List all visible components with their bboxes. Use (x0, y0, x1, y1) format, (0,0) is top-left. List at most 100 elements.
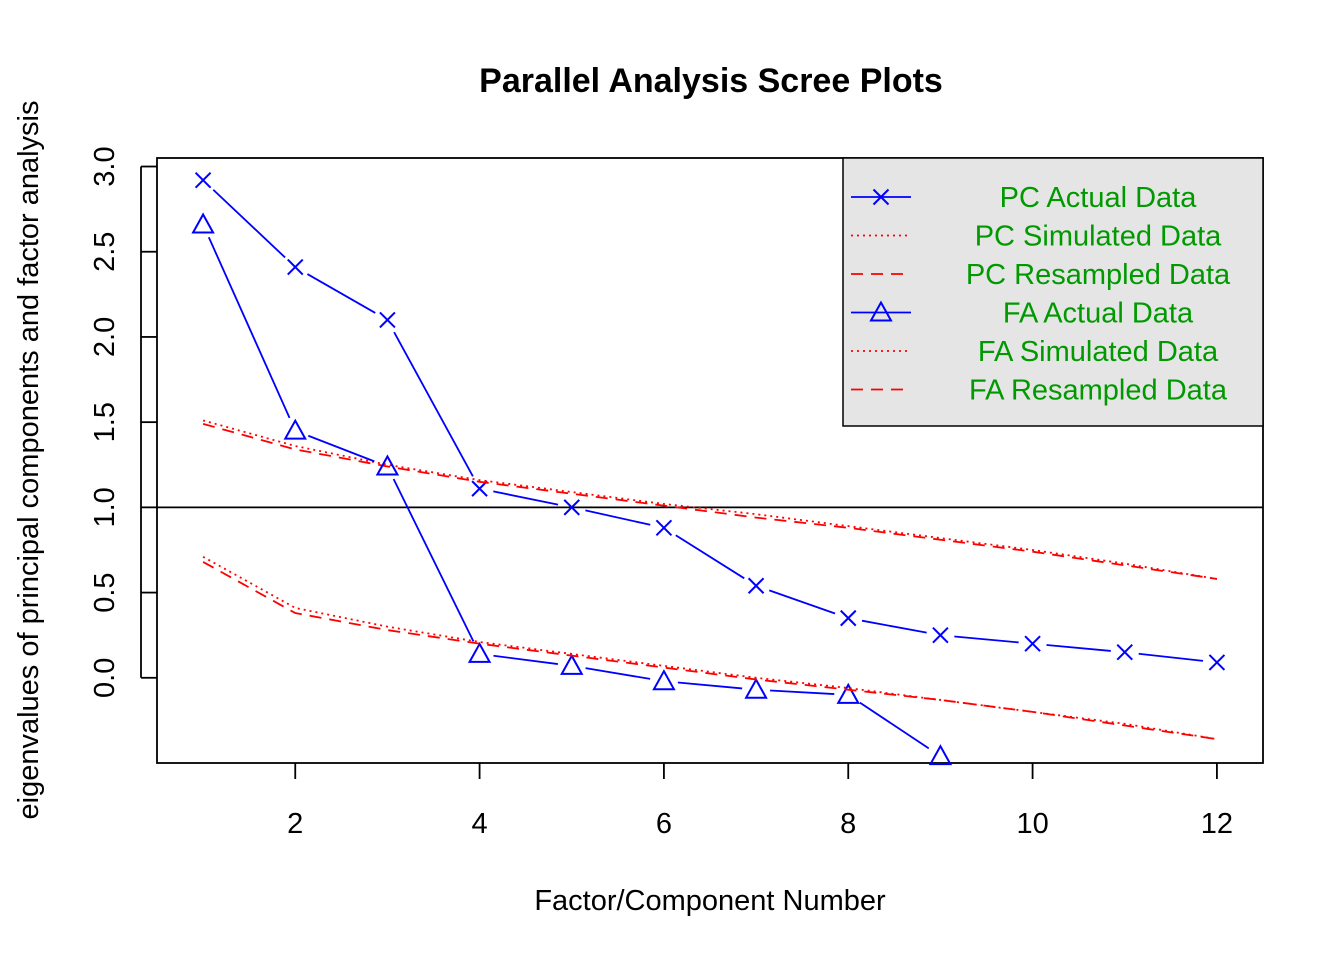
legend-item: PC Actual Data (851, 182, 1197, 214)
series-segment (954, 635, 1019, 644)
data-point (467, 641, 492, 663)
x-tick-label: 6 (656, 808, 672, 840)
legend-marker (872, 188, 890, 206)
data-point (1208, 654, 1226, 671)
data-point (655, 519, 673, 537)
cross-stroke (1024, 635, 1041, 652)
legend-marker (869, 300, 893, 322)
data-point (379, 311, 396, 329)
y-axis-label: eigenvalues of principal components and … (13, 101, 45, 820)
data-point (471, 480, 488, 497)
data-point (375, 454, 400, 476)
legend-label: FA Actual Data (1003, 298, 1194, 330)
series-segment (1046, 644, 1111, 652)
data-point (932, 626, 949, 644)
cross-stroke (471, 480, 488, 497)
series-segment (675, 534, 745, 580)
legend-item: FA Resampled Data (851, 375, 1228, 407)
y-tick-label: 3.0 (89, 146, 121, 186)
data-point (840, 609, 857, 627)
legend-label: PC Actual Data (1000, 182, 1198, 214)
triangle-outline (467, 641, 492, 663)
legend-item: PC Simulated Data (851, 221, 1222, 253)
data-point (744, 677, 768, 699)
cross-stroke (287, 258, 304, 276)
series-segment (585, 509, 651, 526)
legend-item: FA Actual Data (851, 298, 1194, 330)
series-segment (585, 667, 651, 680)
triangle-outline (652, 669, 676, 691)
triangle-outline (869, 300, 893, 322)
cross-stroke (747, 577, 765, 594)
cross-stroke (932, 626, 949, 644)
cross-stroke (1116, 644, 1133, 661)
cross-stroke (840, 609, 857, 627)
series-line (202, 556, 1218, 741)
series-segment (768, 589, 836, 615)
x-tick-label: 10 (1016, 808, 1048, 840)
x-axis-label: Factor/Component Number (534, 885, 886, 917)
cross-stroke (194, 171, 212, 189)
data-point (563, 499, 580, 516)
cross-stroke (655, 519, 673, 537)
legend-items: PC Actual Data PC Simulated Data PC Resamp… (851, 182, 1231, 407)
series-2 (202, 419, 1218, 580)
series-layer (191, 171, 1226, 766)
series-segment (392, 478, 475, 642)
cross-stroke (872, 188, 890, 206)
y-tick-label: 2.0 (89, 317, 121, 357)
data-point (287, 258, 304, 276)
data-point (836, 682, 860, 704)
data-point (747, 577, 765, 594)
x-tick-label: 4 (472, 808, 488, 840)
cross-stroke (379, 311, 396, 329)
series-segment (861, 619, 927, 634)
legend-label: PC Simulated Data (975, 221, 1222, 253)
series-segment (493, 654, 558, 665)
data-point (194, 171, 212, 189)
series-segment (770, 689, 835, 695)
legend-box (842, 157, 1264, 427)
y-tick-label: 1.5 (89, 402, 121, 442)
legend-item: PC Resampled Data (851, 259, 1231, 291)
series-segment (306, 273, 376, 314)
series-3 (202, 422, 1218, 580)
x-axis: 2 4 6 8 10 12 (287, 763, 1233, 840)
chart-title: Parallel Analysis Scree Plots (479, 62, 943, 100)
plot-frame (156, 157, 1264, 764)
series-line (202, 422, 1218, 580)
series-segment (207, 236, 291, 419)
data-point (283, 418, 307, 440)
data-point (928, 744, 953, 766)
series-4 (191, 212, 953, 766)
y-tick-label: 2.5 (89, 232, 121, 272)
data-point (1116, 644, 1133, 661)
series-segment (307, 434, 375, 463)
cross-stroke (563, 499, 580, 516)
x-tick-label: 8 (840, 808, 856, 840)
triangle-outline (191, 212, 215, 234)
data-point (560, 653, 584, 675)
series-line (202, 419, 1218, 580)
legend-label: FA Simulated Data (978, 336, 1219, 368)
series-line (202, 561, 1218, 741)
legend-label: FA Resampled Data (969, 375, 1228, 407)
series-segment (212, 189, 286, 259)
legend: PC Actual Data PC Simulated Data PC Resamp… (842, 157, 1264, 427)
data-point (1024, 635, 1041, 652)
y-tick-label: 0.5 (89, 572, 121, 612)
x-tick-label: 2 (287, 808, 303, 840)
y-tick-label: 1.0 (89, 487, 121, 527)
legend-item: FA Simulated Data (851, 336, 1219, 368)
series-1 (194, 171, 1226, 671)
cross-stroke (1208, 654, 1226, 671)
series-segment (677, 681, 743, 690)
series-5 (202, 556, 1218, 741)
triangle-outline (375, 454, 400, 476)
x-tick-label: 12 (1201, 808, 1233, 840)
triangle-outline (560, 653, 584, 675)
series-segment (1138, 652, 1204, 662)
data-point (652, 669, 676, 691)
triangle-outline (283, 418, 307, 440)
